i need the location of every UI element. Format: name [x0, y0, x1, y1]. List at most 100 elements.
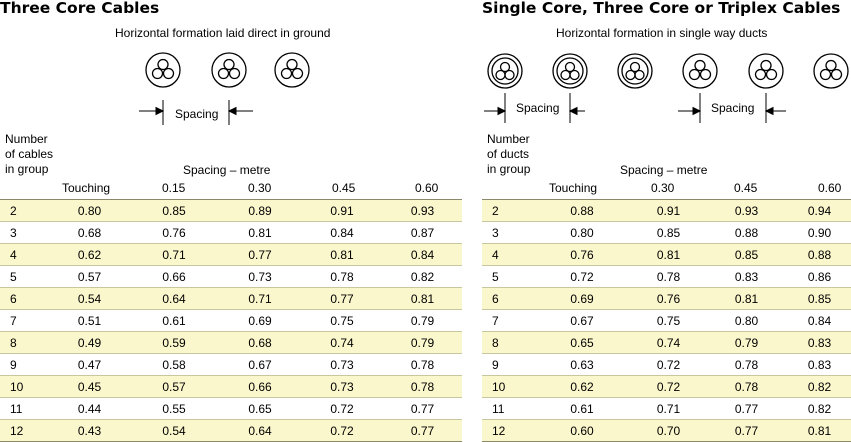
column-header: 0.60 [818, 181, 842, 195]
factor-cell: 0.89 [219, 199, 301, 222]
duct-three-core-icon [682, 53, 718, 89]
group-count-cell: 11 [0, 397, 50, 420]
group-count-cell: 7 [0, 309, 50, 332]
factor-cell: 0.85 [632, 221, 705, 244]
spacing-label: Spacing [516, 101, 560, 115]
table-row: 6 0.54 0.64 0.71 0.77 0.81 [0, 287, 462, 310]
factor-cell: 0.88 [788, 243, 851, 266]
factor-cell: 0.81 [301, 243, 383, 266]
group-count-cell: 8 [0, 331, 50, 354]
factor-cell: 0.55 [129, 397, 219, 420]
factor-cell: 0.43 [50, 419, 129, 442]
column-header: Touching [62, 181, 111, 195]
factor-cell: 0.62 [532, 375, 632, 398]
group-count-cell: 6 [482, 287, 532, 310]
factor-cell: 0.71 [632, 397, 705, 420]
factor-cell: 0.47 [50, 353, 129, 376]
factor-cell: 0.77 [301, 287, 383, 310]
factor-cell: 0.78 [705, 353, 788, 376]
factor-cell: 0.85 [788, 287, 851, 310]
table-row: 4 0.62 0.71 0.77 0.81 0.84 [0, 243, 462, 266]
column-header: 0.15 [162, 181, 186, 195]
column-header: 0.45 [332, 181, 356, 195]
spacing-dimension [484, 93, 585, 123]
group-count-cell: 7 [482, 309, 532, 332]
factor-cell: 0.86 [788, 265, 851, 288]
duct-triplex-icon [552, 53, 588, 89]
column-header: 0.45 [734, 181, 758, 195]
factor-cell: 0.83 [788, 353, 851, 376]
factor-cell: 0.68 [50, 221, 129, 244]
group-count-cell: 2 [0, 199, 50, 222]
cable-icon [145, 52, 181, 88]
column-header: 0.60 [415, 181, 439, 195]
factor-cell: 0.78 [632, 265, 705, 288]
factor-cell: 0.82 [383, 265, 462, 288]
group-count-cell: 9 [482, 353, 532, 376]
group-count-cell: 11 [482, 397, 532, 420]
factor-cell: 0.78 [383, 375, 462, 398]
factor-cell: 0.82 [788, 397, 851, 420]
factor-cell: 0.84 [383, 243, 462, 266]
factor-cell: 0.93 [705, 199, 788, 222]
factor-cell: 0.57 [129, 375, 219, 398]
table-row: 11 0.61 0.71 0.77 0.82 [482, 397, 851, 420]
factor-cell: 0.62 [50, 243, 129, 266]
factor-cell: 0.45 [50, 375, 129, 398]
table-row: 4 0.76 0.81 0.85 0.88 [482, 243, 851, 266]
factor-cell: 0.64 [129, 287, 219, 310]
factor-cell: 0.61 [129, 309, 219, 332]
factor-cell: 0.79 [383, 309, 462, 332]
factor-cell: 0.67 [219, 353, 301, 376]
factor-cell: 0.72 [632, 375, 705, 398]
group-count-cell: 5 [0, 265, 50, 288]
factor-cell: 0.77 [383, 397, 462, 420]
factor-cell: 0.75 [301, 309, 383, 332]
spacing-dimension [678, 93, 786, 123]
spacing-dimension [139, 100, 253, 125]
factor-cell: 0.88 [705, 221, 788, 244]
group-count-cell: 6 [0, 287, 50, 310]
group-count-cell: 3 [482, 221, 532, 244]
table-row: 5 0.57 0.66 0.73 0.78 0.82 [0, 265, 462, 288]
factor-cell: 0.59 [129, 331, 219, 354]
table-row: 7 0.51 0.61 0.69 0.75 0.79 [0, 309, 462, 332]
factor-cell: 0.81 [219, 221, 301, 244]
formation-caption: Horizontal formation in single way ducts [556, 26, 768, 40]
factor-cell: 0.83 [788, 331, 851, 354]
table-row: 5 0.72 0.78 0.83 0.86 [482, 265, 851, 288]
factor-cell: 0.69 [532, 287, 632, 310]
factor-cell: 0.60 [532, 419, 632, 442]
factor-cell: 0.65 [532, 331, 632, 354]
factor-cell: 0.74 [632, 331, 705, 354]
group-count-cell: 3 [0, 221, 50, 244]
table-row: 9 0.47 0.58 0.67 0.73 0.78 [0, 353, 462, 376]
factor-cell: 0.67 [532, 309, 632, 332]
factor-cell: 0.74 [301, 331, 383, 354]
factor-cell: 0.72 [301, 419, 383, 442]
factor-cell: 0.51 [50, 309, 129, 332]
factor-cell: 0.93 [383, 199, 462, 222]
table-row: 6 0.69 0.76 0.81 0.85 [482, 287, 851, 310]
factor-cell: 0.76 [129, 221, 219, 244]
group-count-cell: 12 [0, 419, 50, 442]
duct-three-core-icon [748, 53, 784, 89]
factor-cell: 0.79 [705, 331, 788, 354]
factor-cell: 0.76 [632, 287, 705, 310]
group-count-cell: 12 [482, 419, 532, 442]
factor-cell: 0.75 [632, 309, 705, 332]
factor-cell: 0.44 [50, 397, 129, 420]
factor-cell: 0.81 [383, 287, 462, 310]
factor-cell: 0.73 [219, 265, 301, 288]
duct-formation-diagram [484, 53, 849, 123]
factor-cell: 0.94 [788, 199, 851, 222]
factor-cell: 0.66 [129, 265, 219, 288]
factor-cell: 0.80 [705, 309, 788, 332]
factor-cell: 0.84 [301, 221, 383, 244]
factor-cell: 0.91 [301, 199, 383, 222]
table-row: 9 0.63 0.72 0.78 0.83 [482, 353, 851, 376]
factor-cell: 0.91 [632, 199, 705, 222]
factor-cell: 0.71 [129, 243, 219, 266]
cable-icon [274, 52, 310, 88]
table-row: 2 0.80 0.85 0.89 0.91 0.93 [0, 199, 462, 222]
